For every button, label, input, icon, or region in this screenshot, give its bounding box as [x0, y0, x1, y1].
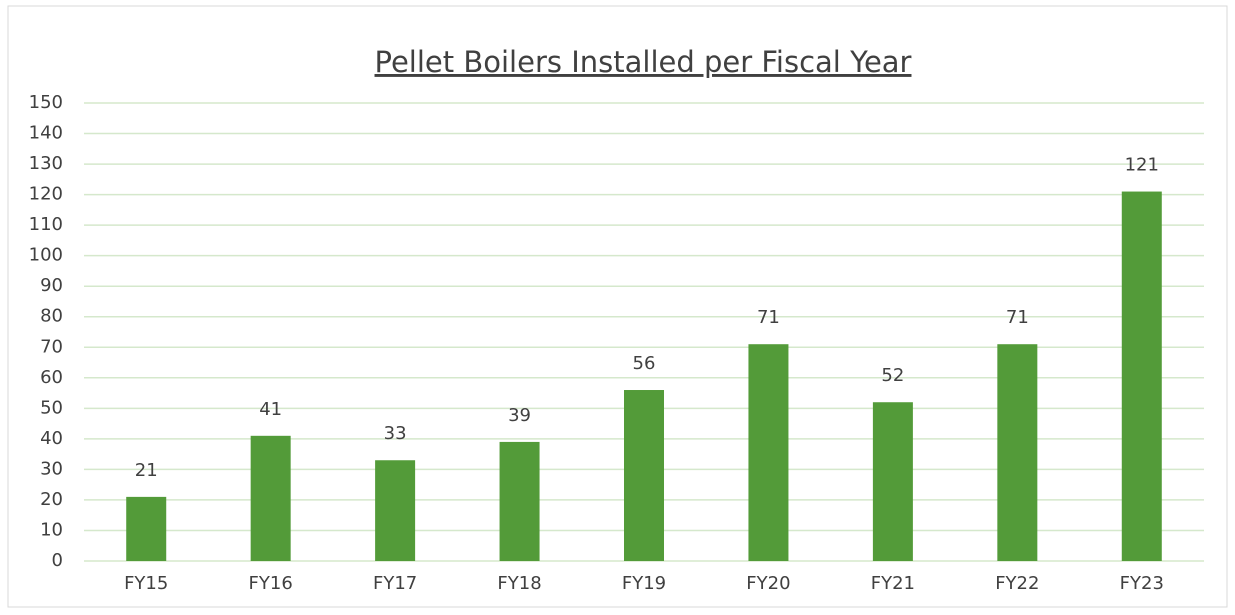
data-label: 71: [757, 307, 780, 328]
bar: [997, 344, 1038, 561]
y-tick-label: 150: [29, 92, 63, 113]
data-label: 33: [384, 423, 407, 444]
x-tick-label: FY15: [124, 573, 168, 594]
bar: [872, 402, 913, 561]
chart-title: Pellet Boilers Installed per Fiscal Year: [375, 45, 912, 79]
x-tick-label: FY18: [497, 573, 541, 594]
bar: [499, 441, 540, 561]
y-tick-label: 90: [40, 275, 63, 296]
data-label: 21: [135, 460, 158, 481]
y-tick-label: 50: [40, 397, 63, 418]
bar: [624, 390, 664, 561]
x-tick-label: FY22: [995, 573, 1039, 594]
x-tick-label: FY21: [871, 573, 915, 594]
y-tick-label: 130: [29, 153, 63, 174]
bar: [748, 344, 789, 561]
bar: [375, 460, 416, 561]
bar: [1121, 191, 1162, 561]
data-label: 71: [1006, 307, 1029, 328]
data-label: 121: [1125, 155, 1159, 176]
x-tick-label: FY17: [373, 573, 417, 594]
data-label: 52: [881, 365, 904, 386]
bar: [126, 496, 167, 561]
chart-border: [7, 5, 1228, 608]
y-tick-label: 120: [29, 184, 63, 205]
data-label: 56: [633, 353, 656, 374]
y-tick-label: 60: [40, 367, 63, 388]
y-tick-label: 0: [52, 550, 63, 571]
y-tick-label: 70: [40, 336, 63, 357]
data-label: 39: [508, 405, 531, 426]
y-tick-label: 110: [29, 214, 63, 235]
bar: [250, 435, 291, 561]
y-tick-label: 140: [29, 123, 63, 144]
y-tick-label: 40: [40, 428, 63, 449]
x-tick-label: FY19: [622, 573, 666, 594]
y-tick-label: 30: [40, 458, 63, 479]
y-tick-label: 10: [40, 519, 63, 540]
y-tick-label: 100: [29, 245, 63, 266]
y-tick-label: 20: [40, 489, 63, 510]
x-tick-label: FY20: [746, 573, 790, 594]
x-tick-label: FY16: [249, 573, 293, 594]
y-tick-label: 80: [40, 306, 63, 327]
x-tick-label: FY23: [1120, 573, 1164, 594]
data-label: 41: [259, 399, 282, 420]
